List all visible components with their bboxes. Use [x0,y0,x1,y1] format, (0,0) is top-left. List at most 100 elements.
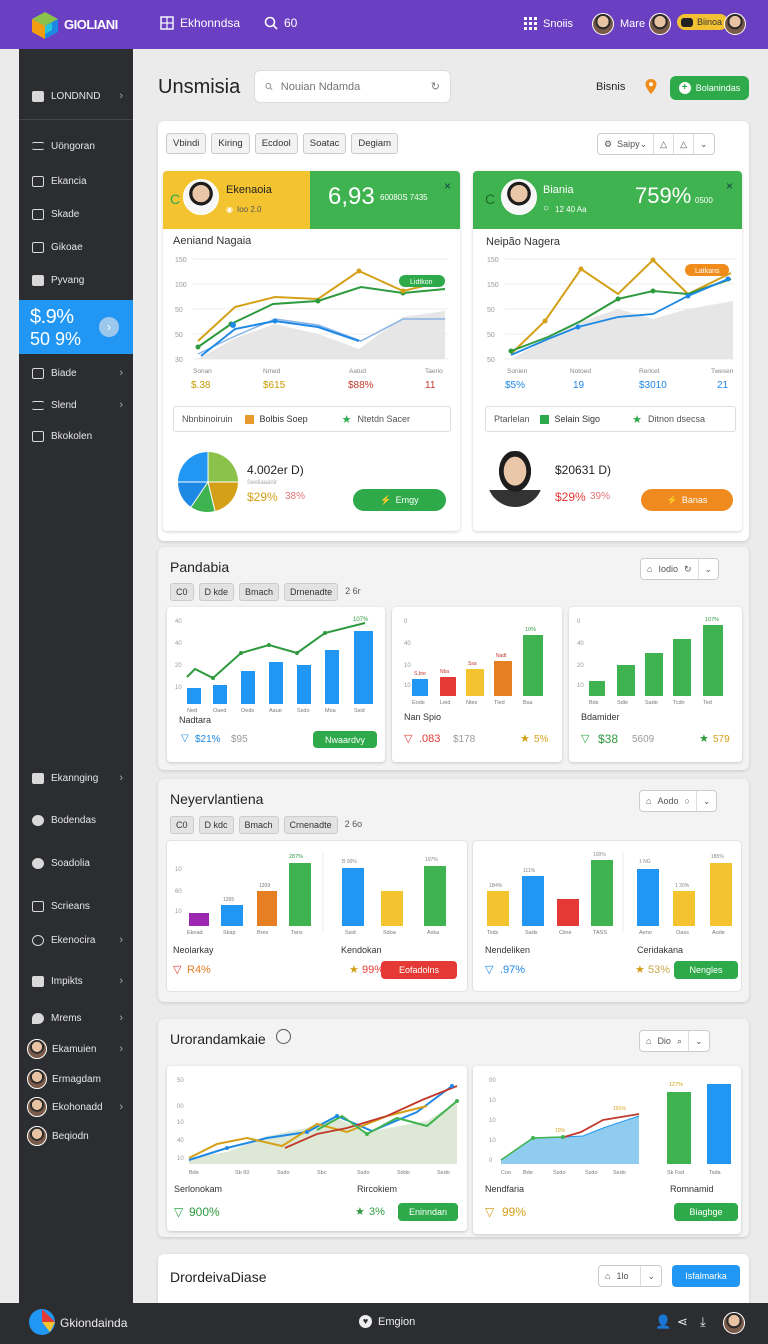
user-avatar-2[interactable] [649,13,671,35]
tab-0[interactable]: Vbindi [166,133,207,154]
legend-item: Nbnbinoiruin [182,414,233,424]
clock-icon: ◉ [226,205,233,214]
sidebar-item-7[interactable]: Bkokolen [19,424,133,448]
svg-text:127%: 127% [669,1082,683,1088]
top-search[interactable]: 60 [264,16,297,30]
svg-text:Tsds: Tsds [487,930,499,936]
tab-2[interactable]: Bmach [239,583,280,601]
bottom-center-label[interactable]: Emgion [378,1316,416,1328]
card-button[interactable]: ⚡ Banas [641,489,733,511]
svg-text:Aode: Aode [712,930,725,936]
legend-item: Ntetdn Sacer [357,414,410,424]
search-input[interactable] [280,80,423,93]
chevron-right-icon: › [119,772,123,784]
app-icon[interactable] [28,1308,56,1336]
app-logo[interactable]: GIOLIANI [28,8,134,42]
tab-1[interactable]: Kiring [211,133,250,154]
close-icon[interactable]: × [443,179,451,193]
card-button[interactable]: Nengles [674,961,738,979]
card-button[interactable]: Eninndan [398,1203,458,1221]
sidebar-item-6[interactable]: Slend › [19,393,133,417]
sidebar-item-1[interactable]: Ekancia [19,169,133,193]
apps-menu[interactable]: Snoiis [524,17,573,30]
puzzle-icon [32,274,44,286]
settings-select[interactable]: ⌂ 1lo [599,1266,642,1286]
sidebar-top-item[interactable]: LONDNND › [19,84,133,108]
header-button[interactable]: + Bolanindas [670,76,749,100]
sidebar-user-0[interactable]: Ekamuien › [19,1037,133,1061]
section-panel-4: Urorandamkaie ⌂ Dio ⌕ ⌄ 50 00 10 40 10 Bde Sb… [158,1019,749,1237]
overview-panel: Vbindi Kiring Ecdool Soatac Degiam ⚙ Sai… [158,121,749,541]
tab-3[interactable]: Crnenadte [283,816,338,834]
tab-3[interactable]: Drnenadte [284,583,339,601]
sidebar-item-9[interactable]: Bodendas [19,808,133,832]
y-tick: 50 [175,307,183,314]
triangle-icon[interactable]: △ [674,134,694,154]
nav-item[interactable]: Ekhonndsa [160,16,240,30]
user-menu[interactable]: Mare [592,13,645,35]
pin-icon[interactable] [645,79,657,94]
chevron-down-icon[interactable]: ⌄ [695,1035,703,1046]
sidebar-item-5[interactable]: Biade › [19,361,133,385]
user-icon[interactable]: 👤 [655,1314,672,1329]
section-title: Urorandamkaie [170,1031,266,1047]
chevron-down-icon[interactable]: ⌄ [702,795,711,806]
sidebar-item-label: Gikoae [51,241,83,253]
chart-legend: Nbnbinoiruin Bolbis Soep ★ Ntetdn Sacer [173,406,451,432]
sidebar-item-3[interactable]: Gikoae [19,235,133,259]
status-badge[interactable]: Biinoa [677,14,729,30]
arrow-right-icon[interactable]: › [99,317,119,337]
header-link[interactable]: Bisnis [596,81,626,93]
chevron-down-icon[interactable]: ⌄ [699,138,708,149]
promo-value-2: 50 9% [30,329,82,349]
settings-select[interactable]: ⌂ Iodio ↻ [641,559,699,579]
card-button[interactable]: Nwaardvy [313,731,377,748]
settings-select[interactable]: ⚙ Saipy ⌄ [598,134,655,154]
sidebar-user-3[interactable]: Beqiodn [19,1124,133,1148]
sidebar-item-2[interactable]: Skade [19,202,133,226]
tab-4[interactable]: Degiam [351,133,399,154]
x-value: $615 [263,380,286,391]
card-button[interactable]: ⚡ Emgy [353,489,446,511]
section-button[interactable]: Isfalmarka [672,1265,740,1287]
plus-circle-icon: + [678,82,691,94]
close-icon[interactable]: × [725,179,733,193]
sidebar-item-10[interactable]: Soadolia [19,851,133,875]
sidebar-user-2[interactable]: Ekohonadd › [19,1095,133,1119]
sidebar-item-11[interactable]: Scrieans [19,894,133,918]
sidebar-item-0[interactable]: Uöngoran [19,134,133,158]
sidebar-item-14[interactable]: Mrems › [19,1006,133,1030]
sidebar-item-13[interactable]: Impikts › [19,969,133,993]
document-icon [32,175,44,187]
clock-icon[interactable] [276,1029,291,1044]
triangle-icon[interactable]: △ [654,134,675,154]
settings-select[interactable]: ⌂ Dio ⌕ [640,1031,689,1051]
tab-2[interactable]: Ecdool [254,133,298,154]
share-icon[interactable]: ⋖ [677,1314,688,1329]
chevron-down-icon[interactable]: ⌄ [647,1270,655,1281]
x-value: 21 [717,380,729,391]
card-button[interactable]: Eofadolns [381,961,457,979]
refresh-icon[interactable]: ↻ [430,81,440,93]
tab-0[interactable]: C0 [170,583,194,601]
tab-2[interactable]: Bmach [238,816,279,834]
tab-3[interactable]: Soatac [302,133,347,154]
tab-1[interactable]: D kdc [198,816,234,834]
sidebar-item-4[interactable]: Pyvang [19,268,133,292]
profile-avatar[interactable] [724,13,746,35]
sidebar-user-1[interactable]: Ermagdam [19,1067,133,1091]
sidebar-promo[interactable]: $.9% 50 9% › [19,300,133,354]
button-label: Nwaardvy [324,734,365,745]
tab-0[interactable]: C0 [170,816,194,834]
card-button[interactable]: Biagbge [674,1203,738,1221]
tab-1[interactable]: D kde [198,583,235,601]
settings-select[interactable]: ⌂ Aodo ○ [640,791,697,811]
download-icon[interactable]: ⤓ [700,1314,706,1329]
sidebar-item-12[interactable]: Ekenocira › [19,928,133,952]
search-box[interactable]: ↻ [254,70,451,103]
sidebar-item-8[interactable]: Ekannging › [19,766,133,790]
button-label: Banas [681,495,708,505]
chevron-down-icon[interactable]: ⌄ [704,563,713,574]
button-label: Emgy [395,495,419,505]
profile-avatar[interactable] [723,1312,745,1334]
